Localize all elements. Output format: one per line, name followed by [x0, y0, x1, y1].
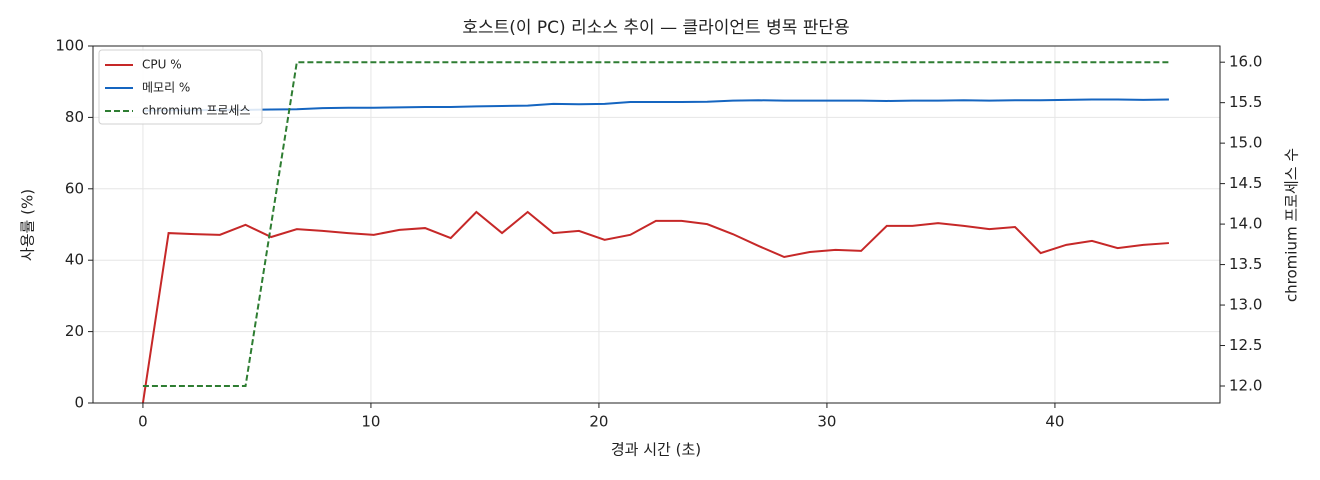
- y2-tick-label: 15.5: [1229, 93, 1262, 111]
- y2-tick-label: 14.5: [1229, 174, 1262, 192]
- y-axis-label: 사용률 (%): [19, 189, 37, 261]
- legend-label: 메모리 %: [142, 81, 190, 95]
- y-tick-label: 0: [74, 394, 84, 412]
- legend-label: chromium 프로세스: [142, 104, 251, 118]
- y2-tick-label: 15.0: [1229, 134, 1262, 152]
- y-tick-label: 60: [65, 179, 84, 197]
- y2-axis-label: chromium 프로세스 수: [1283, 148, 1301, 302]
- y-tick-label: 20: [65, 322, 84, 340]
- x-tick-label: 40: [1045, 413, 1064, 431]
- x-tick-label: 0: [138, 413, 148, 431]
- x-axis-label: 경과 시간 (초): [611, 441, 701, 459]
- y2-tick-label: 16.0: [1229, 53, 1262, 71]
- y2-tick-label: 12.5: [1229, 336, 1262, 354]
- series-line: [142, 61, 1169, 387]
- legend-label: CPU %: [142, 58, 182, 72]
- series-line: [141, 210, 1169, 404]
- x-tick-label: 20: [589, 413, 608, 431]
- x-tick-label: 30: [817, 413, 836, 431]
- series-line: [142, 98, 1169, 112]
- y2-tick-label: 13.5: [1229, 255, 1262, 273]
- y2-tick-label: 14.0: [1229, 215, 1262, 233]
- y2-tick-label: 13.0: [1229, 296, 1262, 314]
- chart-title: 호스트(이 PC) 리소스 추이 — 클라이언트 병목 판단용: [462, 18, 849, 38]
- y-tick-label: 100: [55, 37, 84, 55]
- legend-box: [98, 49, 263, 125]
- y-tick-label: 80: [65, 108, 84, 126]
- x-tick-label: 10: [361, 413, 380, 431]
- plot-frame: [92, 45, 1221, 404]
- y2-tick-label: 12.0: [1229, 377, 1262, 395]
- y-tick-label: 40: [65, 251, 84, 269]
